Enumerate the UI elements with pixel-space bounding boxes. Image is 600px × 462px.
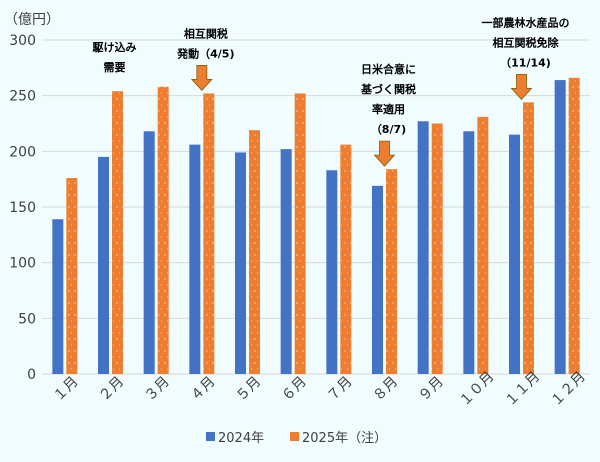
x-tick-label: １月	[50, 374, 81, 405]
bar-2025	[66, 178, 78, 374]
y-tick-label: 0	[27, 367, 36, 383]
x-tick-label: ７月	[324, 374, 355, 405]
annotation-text: 発動（4/5)	[176, 46, 234, 60]
x-tick-label: １０月	[456, 369, 497, 410]
down-arrow-icon	[373, 140, 396, 167]
annotation-text: 需要	[104, 61, 126, 74]
x-tick-label: ６月	[279, 374, 310, 405]
x-tick-label: ３月	[142, 374, 173, 405]
y-tick-label: 100	[9, 256, 36, 272]
bar-2025	[340, 144, 352, 374]
legend-swatch-2024	[206, 432, 215, 441]
bar-2024	[417, 121, 429, 374]
bar-2024	[189, 144, 201, 374]
bar-2025	[203, 93, 215, 374]
annotation-text: 日米合意に	[361, 62, 416, 76]
annotation-text: （8/7)	[371, 123, 406, 136]
bar-2025	[568, 77, 580, 374]
bar-2025	[477, 116, 489, 374]
bar-2024	[554, 80, 566, 374]
annotation-text: 駆け込み	[93, 40, 137, 54]
bar-2025	[157, 86, 169, 374]
bar-2024	[52, 219, 64, 374]
x-tick-label: ２月	[96, 374, 127, 405]
x-tick-label: １２月	[548, 369, 589, 410]
bar-2025	[386, 169, 397, 374]
x-tick-label: ８月	[370, 374, 401, 405]
bar-2024	[509, 134, 520, 374]
bar-2024	[235, 152, 246, 374]
y-tick-label: 250	[9, 89, 36, 105]
x-tick-label: ５月	[233, 374, 264, 405]
bar-2024	[372, 185, 383, 374]
bar-2024	[326, 170, 338, 374]
bar-2025	[431, 123, 443, 374]
bar-2025	[112, 91, 123, 375]
annotation-text: 基づく関税	[360, 82, 416, 96]
bar-2024	[98, 156, 109, 374]
legend-label-2024: 2024年	[218, 431, 264, 446]
annotation-text: 相互関税免除	[493, 35, 560, 49]
annotation-text: 一部農林水産品の	[482, 15, 570, 29]
annotation-text: 相互関税	[184, 26, 228, 40]
x-tick-label: ９月	[416, 374, 447, 405]
bar-2025	[249, 130, 260, 374]
y-tick-label: 150	[9, 200, 36, 216]
down-arrow-icon	[510, 73, 533, 100]
y-tick-label: 50	[18, 311, 36, 327]
down-arrow-icon	[190, 65, 213, 92]
y-tick-label: 300	[9, 33, 36, 49]
legend-label-2025: 2025年（注）	[302, 431, 387, 446]
annotation-text: 率適用	[372, 102, 405, 116]
y-tick-label: 200	[9, 144, 36, 160]
bar-2025	[294, 93, 306, 374]
bar-2024	[463, 131, 475, 374]
unit-label: （億円）	[4, 12, 60, 28]
x-tick-label: １１月	[502, 369, 543, 410]
annotation-text: （11/14)	[500, 56, 551, 69]
bar-2024	[143, 131, 155, 374]
bar-2025	[523, 102, 534, 374]
x-tick-label: ４月	[187, 374, 218, 405]
legend-swatch-2025	[290, 432, 299, 441]
bar-2024	[280, 149, 292, 374]
